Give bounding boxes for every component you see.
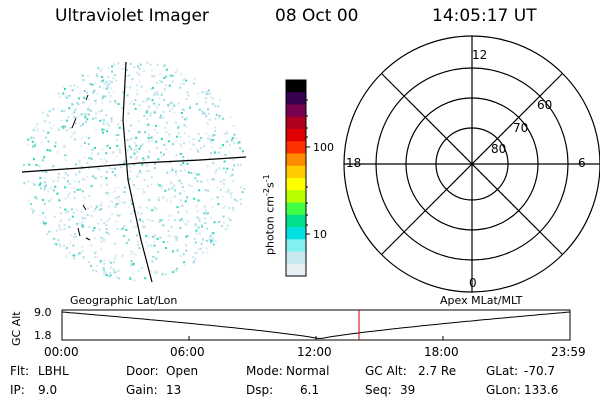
colorbar-band [286,129,306,142]
mode-value: Normal [286,364,330,378]
colorbar-band [286,104,306,118]
polar-grid [343,35,600,293]
glon-label: GLon: [486,383,521,397]
instrument-title: Ultraviolet Imager [55,6,209,26]
xtick-1800: 18:00 [424,345,459,359]
gain-value: 13 [166,383,182,397]
colorbar-band [286,178,306,191]
colorbar-tick-10: 10 [313,228,327,241]
seq-value: 39 [400,383,416,397]
seq-label: Seq: [365,383,392,397]
colorbar-tick-100: 100 [313,141,334,154]
geographic-latitude-line [21,156,247,173]
colorbar-band [286,251,306,265]
mlt-label-0: 0 [469,276,477,290]
colorbar-band [286,214,306,228]
geographic-grid-label: Geographic Lat/Lon [70,294,178,307]
gc-alt-label: GC Alt: [365,364,407,378]
mlt-label-18: 18 [346,156,362,170]
glat-label: GLat: [486,364,519,378]
ip-label: IP: [10,383,25,397]
mlt-label-6: 6 [578,156,586,170]
lat-label-60: 60 [537,98,553,112]
uv-image-disk [23,61,246,282]
gc-alt-axis-label: GC Alt [10,311,23,346]
lat-label-70: 70 [513,121,529,135]
xtick-0600: 06:00 [170,345,205,359]
colorbar-frame [285,79,307,277]
colorbar-ticks [306,99,310,235]
xtick-2359: 23:59 [551,345,586,359]
time-label: 14:05:17 UT [432,6,537,26]
door-label: Door: [126,364,159,378]
colorbar-band [286,202,306,216]
apex-grid-label: Apex MLat/MLT [440,294,523,307]
xtick-1200: 12:00 [297,345,332,359]
glat-value: -70.7 [524,364,556,378]
gain-label: Gain: [126,383,158,397]
gc-alt-ytick-9: 9.0 [34,306,52,319]
colorbar-band [286,227,306,240]
date-label: 08 Oct 00 [275,6,359,26]
dsp-label: Dsp: [246,383,274,397]
lat-label-80: 80 [491,142,507,156]
filter-value: LBHL [38,364,69,378]
mlt-label-12: 12 [472,48,488,62]
polar-diagonal-2 [381,73,563,255]
colorbar-band [286,263,306,277]
colorbar-band [286,92,306,105]
colorbar-band [286,116,306,130]
gc-alt-orbit-curve [61,311,571,339]
colorbar-band [286,80,306,93]
door-value: Open [166,364,199,378]
colorbar-band [286,141,306,154]
colorbar-band [286,165,306,179]
gc-alt-xticks [61,336,571,340]
geographic-meridian-line [122,61,153,283]
colorbar [286,80,306,277]
mode-label: Mode: [246,364,283,378]
colorbar-band [286,153,306,167]
colorbar-unit-label: photon cm-2s-1 [262,174,277,255]
dsp-value: 6.1 [300,383,320,397]
colorbar-band [286,239,306,252]
xtick-0000: 00:00 [44,345,79,359]
filter-label: Flt: [10,364,29,378]
ip-value: 9.0 [38,383,58,397]
image-artifact-marks [71,94,91,241]
colorbar-band [286,190,306,203]
gc-alt-value: 2.7 Re [418,364,457,378]
gc-alt-plot-frame [61,309,571,341]
gc-alt-ytick-1-8: 1.8 [34,329,52,342]
glon-value: 133.6 [524,383,559,397]
